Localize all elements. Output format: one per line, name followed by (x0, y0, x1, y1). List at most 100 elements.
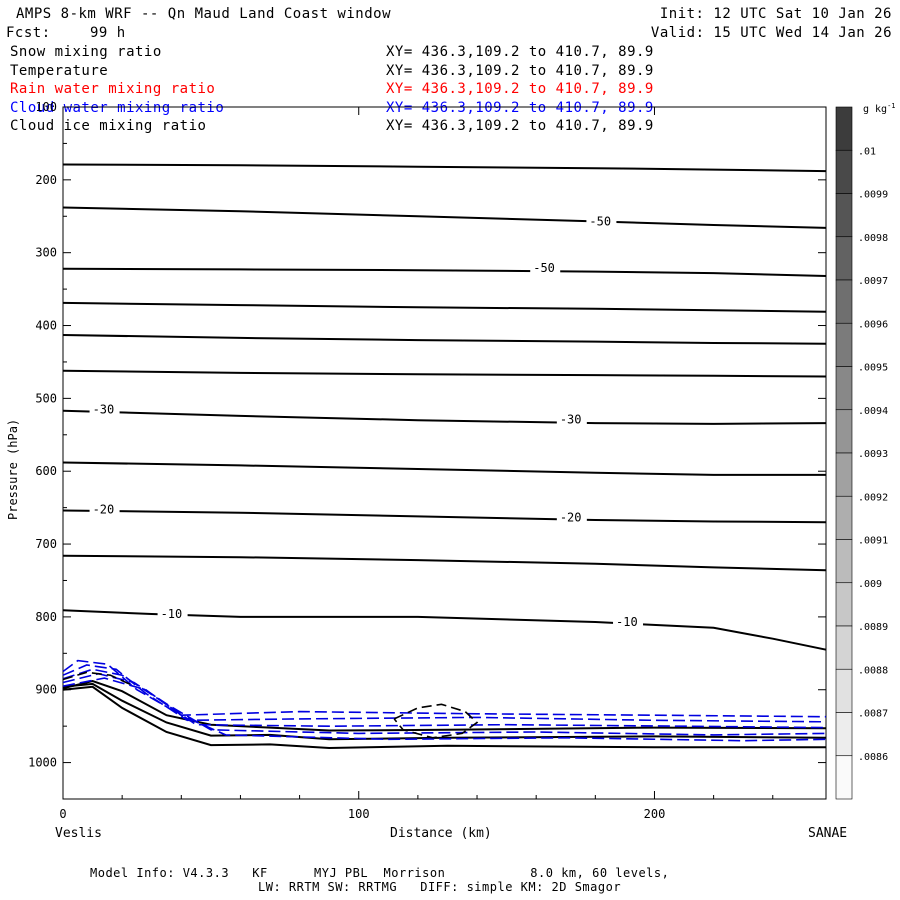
contour-label: -20 (93, 502, 115, 516)
contour-label-bg (556, 412, 587, 426)
isotherm-line (62, 267, 827, 277)
contour-label: -10 (616, 615, 638, 629)
colorbar-swatch (835, 495, 853, 540)
colorbar-label: .0087 (858, 709, 888, 720)
y-tick-label: 200 (35, 173, 57, 187)
colorbar-swatch (835, 409, 853, 454)
colorbar-label: .0099 (858, 190, 888, 201)
y-axis-label: Pressure (hPa) (6, 419, 20, 520)
colorbar-swatch (835, 582, 853, 627)
isotherm-line (62, 301, 827, 313)
x-tick-label: 0 (59, 807, 66, 821)
contour-labels: -50 -50 -30 -30 -20 -20 -10 -10 (89, 214, 644, 629)
colorbar-label: .0089 (858, 622, 888, 633)
colorbar-swatch (835, 236, 853, 281)
y-tick-label: 600 (35, 464, 57, 478)
colorbar-swatch (835, 322, 853, 367)
y-tick-label: 400 (35, 319, 57, 333)
isotherm-line (62, 163, 827, 173)
colorbar-swatch (835, 712, 853, 757)
colorbar-label: .0092 (858, 492, 888, 503)
legend-field-name: Snow mixing ratio (10, 44, 162, 60)
legend-field-xy: XY= 436.3,109.2 to 410.7, 89.9 (386, 118, 654, 134)
footer-model-info: Model Info: V4.3.3 KF MYJ PBL Morrison 8… (90, 866, 670, 880)
contour-label: -50 (589, 215, 611, 229)
colorbar-swatch (835, 625, 853, 670)
legend-field-xy: XY= 436.3,109.2 to 410.7, 89.9 (386, 81, 654, 97)
isotherm-line (62, 334, 827, 345)
isotherm-line (62, 369, 827, 378)
x-axis: 0 100 200 (59, 107, 774, 821)
legend-field-name: Rain water mixing ratio (10, 81, 216, 97)
colorbar-swatch (835, 106, 853, 151)
legend-field-xy: XY= 436.3,109.2 to 410.7, 89.9 (386, 44, 654, 60)
isotherm-line (62, 679, 827, 732)
y-tick-label: 300 (35, 246, 57, 260)
isotherm-line (62, 409, 827, 425)
cloud-ice-line (62, 671, 135, 687)
contour-label-bg (89, 502, 120, 516)
legend-field-name: Cloud ice mixing ratio (10, 118, 207, 134)
contour-label: -30 (93, 402, 115, 416)
temperature-contours (62, 163, 827, 750)
colorbar-swatch (835, 193, 853, 238)
forecast-hours: 99 h (90, 25, 126, 41)
contour-label: -30 (560, 413, 582, 427)
colorbar-swatch (835, 279, 853, 324)
isotherm-line (62, 206, 827, 229)
y-tick-label: 100 (35, 100, 57, 114)
forecast-label: Fcst: (6, 25, 51, 41)
colorbar-swatch (835, 366, 853, 411)
colorbar-swatch (835, 755, 853, 800)
chart-title: AMPS 8-km WRF -- Qn Maud Land Coast wind… (16, 6, 392, 22)
colorbar-label: .01 (858, 146, 876, 157)
y-tick-label: 900 (35, 683, 57, 697)
cloud-water-line (62, 672, 827, 736)
colorbar-label: .009 (858, 579, 882, 590)
plot-frame (62, 106, 827, 800)
isotherm-line (62, 509, 827, 524)
contour-label: -50 (533, 261, 555, 275)
colorbar-unit: g kg-1 (863, 102, 896, 115)
init-time: Init: 12 UTC Sat 10 Jan 26 (659, 6, 892, 22)
cloud-ice-line (393, 703, 479, 739)
x-start-label: Veslis (55, 826, 102, 841)
colorbar-label: .0095 (858, 363, 888, 374)
colorbar-swatch (835, 452, 853, 497)
contour-label: -20 (560, 510, 582, 524)
contour-label: -10 (161, 607, 183, 621)
y-tick-label: 500 (35, 391, 57, 405)
cloud-water-contours (62, 659, 827, 742)
contour-label-bg (586, 214, 617, 228)
colorbar-label: .0098 (858, 233, 888, 244)
y-tick-label: 700 (35, 537, 57, 551)
colorbar-label: .0093 (858, 449, 888, 460)
cloud-water-line (62, 659, 827, 718)
isotherm-line (62, 685, 826, 750)
footer-physics-info: LW: RRTM SW: RRTMG DIFF: simple KM: 2D S… (258, 880, 622, 894)
contour-label-bg (530, 261, 561, 275)
colorbar: .01 .0099 .0098 .0097 .0096 .0095 .0094 .0093 .0… (835, 106, 888, 800)
isotherm-line (62, 461, 826, 476)
cloud-ice-contours (62, 671, 479, 739)
colorbar-label: .0096 (858, 319, 888, 330)
contour-label-bg (556, 510, 587, 524)
legend-field-name: Temperature (10, 62, 109, 79)
isotherm-line (62, 554, 827, 572)
colorbar-label: .0091 (858, 536, 888, 547)
contour-label-bg (89, 402, 120, 416)
colorbar-label: .0088 (858, 665, 888, 676)
colorbar-swatch (835, 149, 853, 194)
legend-field-xy: XY= 436.3,109.2 to 410.7, 89.9 (386, 62, 654, 79)
x-end-label: SANAE (808, 826, 847, 841)
colorbar-swatch (835, 539, 853, 584)
x-axis-label: Distance (km) (390, 826, 492, 841)
y-tick-label: 1000 (28, 756, 57, 770)
colorbar-label: .0094 (858, 406, 888, 417)
cloud-water-line (62, 668, 827, 729)
contour-label-bg (157, 607, 188, 621)
y-axis: 100 200 300 400 500 600 700 800 900 1000 (28, 100, 826, 770)
y-tick-label: 800 (35, 610, 57, 624)
x-tick-label: 100 (348, 807, 370, 821)
